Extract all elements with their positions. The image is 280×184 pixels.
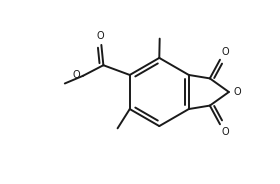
Text: O: O (72, 70, 80, 80)
Text: O: O (97, 31, 104, 41)
Text: O: O (221, 127, 229, 137)
Text: O: O (221, 47, 229, 57)
Text: O: O (234, 87, 242, 97)
